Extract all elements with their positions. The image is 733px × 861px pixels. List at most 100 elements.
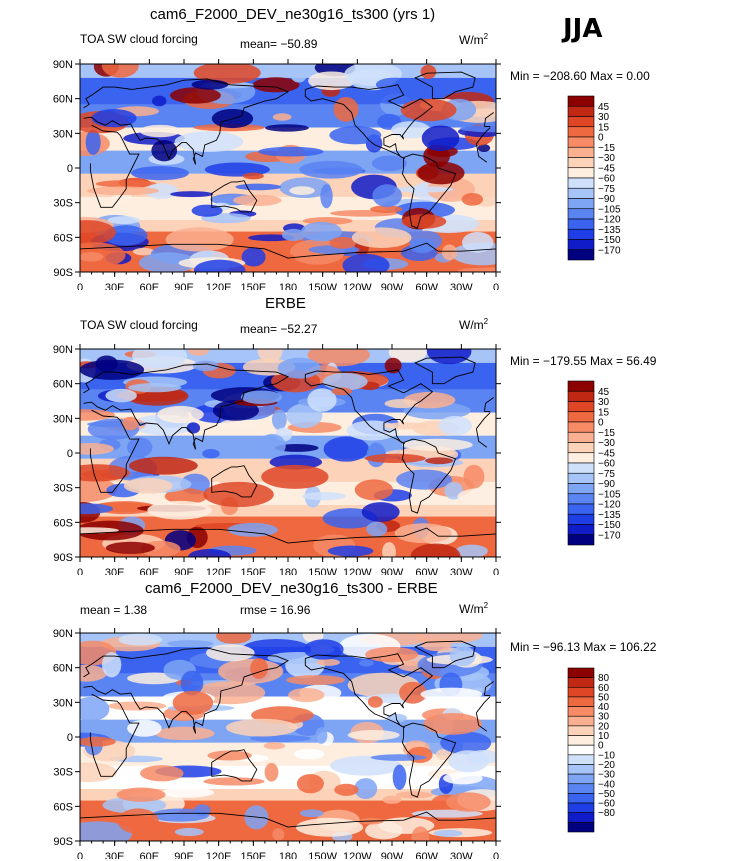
colorbar-label: −135 bbox=[598, 510, 621, 521]
panel-3-title: cam6_F2000_DEV_ne30g16_ts300 - ERBE bbox=[145, 580, 438, 597]
colorbar-label: −80 bbox=[598, 808, 615, 819]
colorbar-swatch bbox=[567, 493, 595, 505]
x-tick-label: 30W bbox=[450, 282, 473, 290]
y-tick-label: 60S bbox=[53, 232, 73, 244]
panel-1-minmax: Min = −208.60 Max = 0.00 bbox=[510, 69, 650, 83]
colorbar-label: −105 bbox=[598, 204, 621, 215]
colorbar-label: 0 bbox=[598, 418, 604, 429]
y-tick-label: 30S bbox=[53, 767, 73, 779]
colorbar-label: 30 bbox=[598, 397, 610, 408]
colorbar-label: 20 bbox=[598, 721, 610, 732]
colorbar-swatch bbox=[567, 715, 595, 727]
x-tick-label: 150E bbox=[240, 567, 266, 575]
x-tick-label: 30E bbox=[105, 282, 125, 290]
x-tick-label: 90E bbox=[174, 567, 194, 575]
colorbar-label: −45 bbox=[598, 163, 615, 174]
y-tick-label: 0 bbox=[67, 448, 73, 460]
colorbar-label: −150 bbox=[598, 235, 621, 246]
colorbar-label: 80 bbox=[598, 673, 610, 684]
panel-3-minmax: Min = −96.13 Max = 106.22 bbox=[510, 640, 657, 654]
x-tick-label: 60E bbox=[140, 851, 160, 859]
panel-1-units: W/m2 bbox=[459, 32, 489, 47]
colorbar-label: 45 bbox=[598, 102, 610, 113]
x-tick-label: 90W bbox=[381, 567, 404, 575]
x-tick-label: 150E bbox=[240, 851, 266, 859]
panel-3-units: W/m2 bbox=[459, 601, 489, 616]
y-tick-label: 90S bbox=[53, 836, 73, 848]
colorbar-swatch bbox=[567, 483, 595, 495]
colorbar-label: −50 bbox=[598, 789, 615, 800]
colorbar-swatch bbox=[567, 744, 595, 756]
colorbar-label: −15 bbox=[598, 143, 615, 154]
x-tick-label: 150W bbox=[308, 567, 337, 575]
colorbar-label: −170 bbox=[598, 530, 621, 541]
colorbar-swatch bbox=[567, 218, 595, 230]
colorbar-swatch bbox=[567, 524, 595, 536]
colorbar-swatch bbox=[567, 411, 595, 423]
colorbar-label: −40 bbox=[598, 779, 615, 790]
y-tick-label: 30S bbox=[53, 483, 73, 495]
colorbar-swatch bbox=[567, 534, 595, 546]
colorbar-label: −170 bbox=[598, 245, 621, 256]
colorbar-swatch bbox=[567, 431, 595, 443]
y-tick-label: 0 bbox=[67, 732, 73, 744]
colorbar-label: −15 bbox=[598, 428, 615, 439]
x-tick-label: 120E bbox=[206, 567, 232, 575]
colorbar-swatch bbox=[567, 462, 595, 474]
colorbar-label: −30 bbox=[598, 438, 615, 449]
x-tick-label: 0 bbox=[77, 567, 83, 575]
panel-2-variable: TOA SW cloud forcing bbox=[80, 318, 198, 332]
x-tick-label: 90E bbox=[174, 851, 194, 859]
colorbar-label: −60 bbox=[598, 174, 615, 185]
colorbar-swatch bbox=[567, 126, 595, 138]
x-tick-label: 30E bbox=[105, 567, 125, 575]
colorbar-swatch bbox=[567, 686, 595, 698]
x-tick-label: 0 bbox=[493, 567, 499, 575]
colorbar-label: 30 bbox=[598, 712, 610, 723]
colorbar-swatch bbox=[567, 116, 595, 128]
colorbar-swatch bbox=[567, 421, 595, 433]
y-tick-label: 60N bbox=[53, 663, 73, 675]
colorbar-swatch bbox=[567, 793, 595, 804]
colorbar-swatch bbox=[567, 735, 595, 746]
colorbar-label: 50 bbox=[598, 692, 610, 703]
colorbar-label: −30 bbox=[598, 153, 615, 164]
x-tick-label: 30E bbox=[105, 851, 125, 859]
panel-2-colorbar: 4530150−15−30−45−60−75−90−105−120−135−15… bbox=[567, 380, 621, 546]
panel-1-variable: TOA SW cloud forcing bbox=[80, 32, 198, 46]
panel-1-colorbar: 4530150−15−30−45−60−75−90−105−120−135−15… bbox=[567, 95, 621, 261]
colorbar-swatch bbox=[567, 754, 595, 765]
x-tick-label: 30W bbox=[450, 851, 473, 859]
panel-2-mean: mean= −52.27 bbox=[240, 322, 318, 336]
colorbar-swatch bbox=[567, 802, 595, 814]
x-tick-label: 150E bbox=[240, 282, 266, 290]
y-tick-label: 0 bbox=[67, 163, 73, 175]
y-tick-label: 90N bbox=[53, 344, 73, 356]
colorbar-label: 15 bbox=[598, 407, 610, 418]
y-tick-label: 30N bbox=[53, 413, 73, 425]
y-tick-label: 30S bbox=[53, 198, 73, 210]
x-tick-label: 120W bbox=[343, 567, 372, 575]
colorbar-swatch bbox=[567, 706, 595, 717]
colorbar-label: −120 bbox=[598, 215, 621, 226]
colorbar-swatch bbox=[567, 390, 595, 402]
x-tick-label: 60E bbox=[140, 567, 160, 575]
colorbar-swatch bbox=[567, 783, 595, 794]
colorbar-label: 30 bbox=[598, 112, 610, 123]
x-tick-label: 30W bbox=[450, 567, 473, 575]
colorbar-swatch bbox=[567, 157, 595, 169]
panel-3-mean: mean = 1.38 bbox=[80, 603, 148, 617]
x-tick-label: 90E bbox=[174, 282, 194, 290]
colorbar-label: −20 bbox=[598, 760, 615, 771]
panel-3-map: 0 30E 60E 90E 120E 150E 180 150W 120W 90W 60W 30W 09… bbox=[53, 628, 501, 859]
colorbar-swatch bbox=[567, 513, 595, 525]
colorbar-swatch bbox=[567, 696, 595, 707]
x-tick-label: 60E bbox=[140, 282, 160, 290]
y-tick-label: 90S bbox=[53, 552, 73, 564]
panel-2-map: 0 30E 60E 90E 120E 150E 180 150W 120W 90W 60W 30W 09… bbox=[53, 344, 501, 575]
panel-1-mean: mean= −50.89 bbox=[240, 37, 318, 51]
x-tick-label: 90W bbox=[381, 282, 404, 290]
colorbar-swatch bbox=[567, 812, 595, 823]
colorbar-swatch bbox=[567, 380, 595, 392]
colorbar-swatch bbox=[567, 187, 595, 199]
